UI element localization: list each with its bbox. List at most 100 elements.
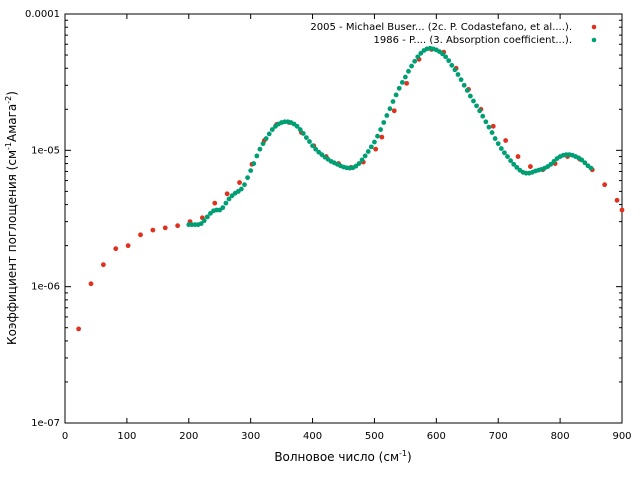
data-point: [212, 200, 218, 206]
data-point: [391, 108, 397, 114]
x-tick-label: 300: [241, 431, 260, 442]
data-point: [461, 82, 467, 88]
data-point: [100, 262, 106, 268]
x-tick-label: 700: [489, 431, 508, 442]
data-point: [300, 131, 306, 136]
series-2: [186, 45, 594, 228]
data-point: [162, 225, 168, 231]
data-point: [409, 63, 414, 69]
x-tick-label: 900: [612, 431, 631, 442]
data-point: [502, 150, 507, 156]
data-point: [477, 108, 483, 114]
data-point: [458, 77, 464, 83]
data-point: [412, 58, 418, 64]
data-point: [399, 79, 405, 85]
data-point: [372, 139, 377, 145]
data-point: [492, 136, 498, 141]
data-point: [307, 139, 312, 144]
data-point: [548, 161, 554, 167]
y-axis: 1e-07 1e-06 1e-05 0.0001: [25, 9, 622, 429]
data-point: [455, 72, 461, 77]
legend: 2005 - Michael Buser... (2c. P. Codastef…: [310, 22, 597, 46]
data-point: [418, 50, 424, 56]
y-tick-label: 1e-05: [31, 145, 60, 156]
data-point: [310, 143, 315, 149]
data-point: [242, 182, 247, 188]
data-point: [223, 200, 229, 206]
data-point: [467, 93, 473, 99]
x-tick-label: 200: [179, 431, 198, 442]
data-point: [373, 146, 379, 152]
legend-marker-series-2: [591, 37, 597, 43]
data-point: [224, 191, 230, 197]
data-point: [356, 161, 362, 166]
x-tick-label: 0: [62, 431, 68, 442]
data-point: [362, 153, 368, 159]
data-point: [368, 144, 374, 150]
y-tick-label: 1e-06: [31, 282, 60, 293]
data-point: [381, 120, 387, 125]
data-point: [528, 164, 533, 169]
data-point: [238, 186, 244, 192]
data-point: [297, 127, 303, 132]
legend-marker-series-1: [591, 24, 597, 30]
data-point: [464, 88, 470, 93]
data-point: [404, 80, 410, 86]
data-point: [245, 175, 250, 181]
data-point: [508, 158, 513, 164]
data-point: [446, 58, 452, 64]
data-point: [384, 113, 390, 118]
data-point: [125, 243, 131, 249]
x-tick-label: 400: [303, 431, 322, 442]
data-point: [76, 326, 82, 332]
data-point: [443, 54, 449, 60]
data-point: [471, 98, 476, 104]
x-tick-label: 800: [551, 431, 570, 442]
data-point: [480, 113, 486, 119]
legend-label-series-1: 2005 - Michael Buser... (2c. P. Codastef…: [310, 22, 572, 33]
data-point: [254, 153, 260, 159]
data-point: [113, 246, 119, 252]
data-point: [503, 138, 509, 143]
data-point: [260, 141, 266, 147]
data-point: [365, 149, 371, 154]
data-point: [602, 182, 608, 188]
data-point: [375, 133, 380, 139]
data-point: [313, 146, 319, 152]
data-point: [614, 197, 620, 203]
data-point: [489, 130, 495, 135]
data-point: [514, 164, 520, 170]
data-point: [579, 157, 585, 163]
data-point: [201, 218, 207, 224]
data-point: [150, 227, 156, 233]
data-point: [204, 214, 210, 220]
y-tick-label: 0.0001: [25, 9, 60, 20]
data-point: [619, 207, 625, 213]
series-1: [76, 46, 625, 332]
x-axis: 0 100 200 300 400 500 600 700 800 900: [62, 14, 632, 442]
plot-frame: [64, 13, 623, 424]
data-point: [495, 141, 501, 147]
legend-label-series-2: 1986 - P.... (3. Absorption coefficient.…: [374, 35, 572, 46]
series-layer: [76, 45, 625, 332]
data-point: [359, 157, 365, 163]
data-point: [402, 74, 408, 80]
data-point: [490, 123, 496, 129]
data-point: [415, 54, 421, 60]
data-point: [505, 154, 510, 159]
data-point: [251, 161, 257, 166]
data-point: [452, 67, 458, 73]
x-tick-label: 500: [365, 431, 384, 442]
data-point: [248, 168, 254, 174]
data-point: [138, 232, 143, 238]
data-point: [406, 68, 411, 74]
data-point: [198, 221, 204, 227]
data-point: [303, 135, 309, 140]
data-point: [175, 223, 181, 229]
data-point: [263, 136, 269, 141]
x-axis-title: Волновое число (см-1): [274, 449, 411, 464]
data-point: [294, 123, 300, 129]
data-point: [396, 85, 402, 91]
data-point: [237, 180, 242, 185]
data-point: [390, 99, 396, 104]
